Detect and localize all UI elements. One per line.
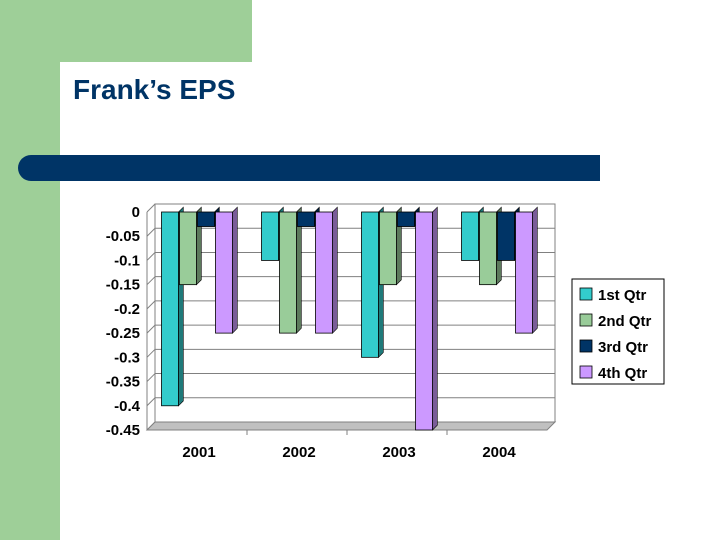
gridline-depth (146, 227, 156, 237)
gridline-depth (146, 324, 156, 334)
bar-side (532, 206, 538, 334)
bar-4th-qtr-2002 (315, 211, 333, 334)
bar-2nd-qtr-2003 (379, 211, 397, 286)
legend-label: 3rd Qtr (598, 339, 648, 356)
y-tick-label: -0.35 (106, 374, 140, 391)
gridline-depth (146, 252, 156, 261)
bar-1st-qtr-2003 (361, 211, 379, 358)
legend-label: 4th Qtr (598, 365, 647, 382)
legend-swatch-3rd-qtr (579, 339, 593, 353)
gridline-depth (146, 203, 156, 213)
bar-1st-qtr-2001 (161, 211, 179, 407)
title-underline-bar (18, 155, 600, 181)
bar-2nd-qtr-2001 (179, 211, 197, 286)
legend-swatch-4th-qtr (579, 365, 593, 379)
bar-4th-qtr-2003 (415, 211, 433, 431)
legend-swatch-2nd-qtr (579, 313, 593, 327)
gridline-depth (146, 397, 156, 407)
bar-3rd-qtr-2001 (197, 211, 215, 227)
bar-2nd-qtr-2002 (279, 211, 297, 334)
y-tick-label: -0.15 (106, 277, 140, 294)
bar-3rd-qtr-2003 (397, 211, 415, 227)
bar-side (432, 206, 438, 431)
x-tick-label: 2003 (382, 444, 415, 461)
legend-label: 2nd Qtr (598, 313, 651, 330)
gridline-depth (146, 348, 156, 358)
y-tick-label: -0.1 (114, 252, 140, 269)
bar-1st-qtr-2002 (261, 211, 279, 261)
y-tick-label: -0.3 (114, 349, 140, 366)
x-tick-label: 2001 (182, 444, 215, 461)
x-tick-label: 2004 (482, 444, 516, 461)
bar-3rd-qtr-2004 (497, 211, 515, 261)
gridline-depth (146, 276, 156, 286)
y-tick-label: -0.45 (106, 422, 140, 439)
plot-floor (145, 421, 557, 431)
bar-2nd-qtr-2004 (479, 211, 497, 286)
legend-label: 1st Qtr (598, 287, 647, 304)
y-tick-label: -0.25 (106, 325, 140, 342)
gridline-depth (146, 373, 156, 382)
legend-swatch-1st-qtr (579, 287, 593, 301)
bar-4th-qtr-2004 (515, 211, 533, 334)
background-accent-left (0, 0, 60, 540)
x-tick-label: 2002 (282, 444, 315, 461)
y-tick-label: -0.4 (114, 398, 141, 415)
bar-side (232, 206, 238, 334)
bar-3rd-qtr-2002 (297, 211, 315, 227)
bar-4th-qtr-2001 (215, 211, 233, 334)
y-tick-label: -0.2 (114, 301, 140, 318)
y-tick-label: 0 (132, 204, 140, 221)
gridline-depth (146, 300, 156, 310)
slide-title: Frank’s EPS (73, 74, 236, 105)
bar-1st-qtr-2004 (461, 211, 479, 261)
y-tick-label: -0.05 (106, 228, 140, 245)
bar-side (332, 206, 338, 334)
